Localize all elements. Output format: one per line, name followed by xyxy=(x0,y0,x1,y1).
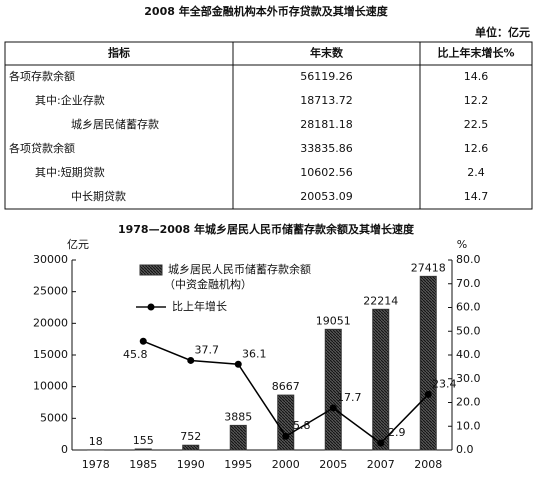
table-cell: 18713.72 xyxy=(300,94,353,107)
x-tick-label: 1985 xyxy=(129,458,157,471)
table-unit: 单位：亿元 xyxy=(475,25,530,39)
y2-tick-label: 20.0 xyxy=(456,396,481,409)
table-header: 年末数 xyxy=(310,46,344,60)
y2-tick-label: 10.0 xyxy=(456,419,481,432)
legend-swatch xyxy=(140,265,162,275)
line-label: 23.4 xyxy=(432,377,457,390)
bar-label: 155 xyxy=(133,434,154,447)
bar xyxy=(420,276,436,450)
bar-label: 27418 xyxy=(411,261,446,274)
bar xyxy=(135,449,151,450)
table-cell: 28181.18 xyxy=(300,118,353,131)
bar-label: 752 xyxy=(180,430,201,443)
line-label: 2.9 xyxy=(388,426,406,439)
chart-title: 1978—2008 年城乡居民人民币储蓄存款余额及其增长速度 xyxy=(118,222,415,236)
bar xyxy=(325,329,341,450)
table-cell: 14.7 xyxy=(464,190,489,203)
table-cell: 22.5 xyxy=(464,118,489,131)
x-tick-label: 2008 xyxy=(414,458,442,471)
table-cell: 各项存款余额 xyxy=(9,69,75,83)
line-label: 45.8 xyxy=(123,348,148,361)
y2-tick-label: 60.0 xyxy=(456,301,481,314)
legend-marker xyxy=(148,304,155,311)
x-tick-label: 2000 xyxy=(272,458,300,471)
table-cell: 10602.56 xyxy=(300,166,353,179)
table-cell: 12.2 xyxy=(464,94,489,107)
table-cell: 中长期贷款 xyxy=(71,189,126,203)
bar xyxy=(183,445,199,450)
table-cell: 12.6 xyxy=(464,142,489,155)
table-title: 2008 年全部金融机构本外币存贷款及其增长速度 xyxy=(144,4,388,18)
y-tick-label: 5000 xyxy=(40,411,68,424)
x-tick-label: 2005 xyxy=(319,458,347,471)
y2-tick-label: 50.0 xyxy=(456,324,481,337)
bar xyxy=(230,425,246,450)
table-cell: 14.6 xyxy=(464,70,489,83)
y-tick-label: 30000 xyxy=(33,253,68,266)
table-cell: 城乡居民储蓄存款 xyxy=(71,117,159,131)
table-header: 指标 xyxy=(108,46,130,60)
line-point xyxy=(140,338,147,345)
line-label: 37.7 xyxy=(195,343,220,356)
x-tick-label: 1995 xyxy=(224,458,252,471)
line-point xyxy=(282,433,289,440)
line-label: 17.7 xyxy=(337,391,362,404)
line-point xyxy=(377,440,384,447)
y2-tick-label: 30.0 xyxy=(456,372,481,385)
bar-label: 3885 xyxy=(224,410,252,423)
line-point xyxy=(235,361,242,368)
y-tick-label: 0 xyxy=(61,443,68,456)
bar-label: 18 xyxy=(89,435,103,448)
table-cell: 33835.86 xyxy=(300,142,353,155)
line-point xyxy=(187,357,194,364)
line-point xyxy=(330,404,337,411)
table-header: 比上年末增长% xyxy=(437,46,514,60)
y2-tick-label: 0.0 xyxy=(456,443,474,456)
legend-label: 城乡居民人民币储蓄存款余额 xyxy=(168,262,311,276)
bar xyxy=(373,309,389,450)
x-tick-label: 1978 xyxy=(82,458,110,471)
y2-tick-label: 80.0 xyxy=(456,253,481,266)
legend-note: （中资金融机构） xyxy=(164,277,252,291)
line-label: 5.8 xyxy=(293,419,311,432)
table-cell: 各项贷款余额 xyxy=(9,141,75,155)
y-tick-label: 10000 xyxy=(33,380,68,393)
table-cell: 2.4 xyxy=(467,166,485,179)
y2-tick-label: 70.0 xyxy=(456,277,481,290)
legend-label: 比上年增长 xyxy=(172,299,227,313)
bar-label: 22214 xyxy=(363,294,398,307)
table-cell: 20053.09 xyxy=(300,190,353,203)
x-tick-label: 2007 xyxy=(367,458,395,471)
line-label: 36.1 xyxy=(242,347,267,360)
bar-label: 19051 xyxy=(316,314,351,327)
y-axis-label: 亿元 xyxy=(67,238,89,251)
table-cell: 其中:短期贷款 xyxy=(35,165,105,179)
table-cell: 56119.26 xyxy=(300,70,353,83)
y2-tick-label: 40.0 xyxy=(456,348,481,361)
y-tick-label: 20000 xyxy=(33,316,68,329)
y2-axis-label: % xyxy=(457,238,467,251)
x-tick-label: 1990 xyxy=(177,458,205,471)
bar xyxy=(278,395,294,450)
table-cell: 其中:企业存款 xyxy=(35,93,105,107)
line-point xyxy=(425,391,432,398)
y-tick-label: 25000 xyxy=(33,285,68,298)
bar-label: 8667 xyxy=(272,380,300,393)
y-tick-label: 15000 xyxy=(33,348,68,361)
